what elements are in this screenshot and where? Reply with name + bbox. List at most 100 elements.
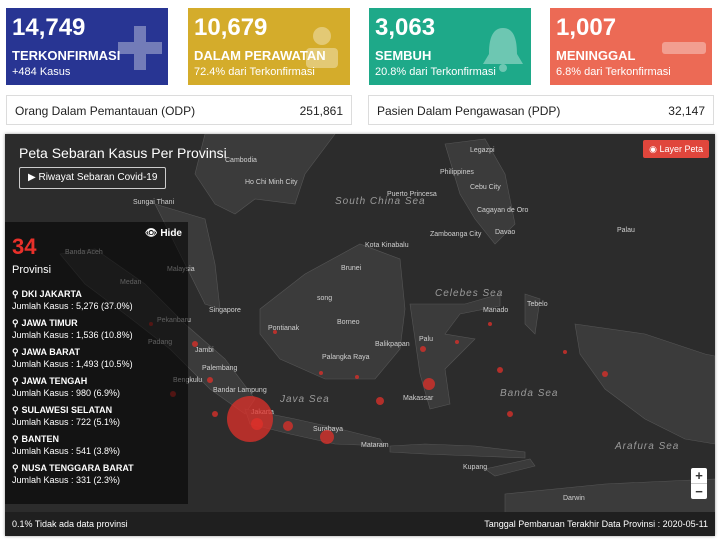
- pin-icon: ⚲: [12, 376, 19, 386]
- stat-card-number: 1,007: [556, 14, 617, 41]
- map-place-label: Ho Chi Minh City: [245, 179, 298, 186]
- province-name-text: JAWA TIMUR: [21, 318, 78, 328]
- eye-icon: 👁: [144, 228, 161, 239]
- pin-icon: ⚲: [12, 405, 19, 415]
- map-place-label: Cambodia: [225, 157, 257, 164]
- map-place-label: Mataram: [361, 442, 389, 449]
- zoom-control: + −: [691, 468, 707, 499]
- pdp-value: 32,147: [668, 104, 705, 118]
- stat-card: 3,063 SEMBUH 20.8% dari Terkonfirmasi: [369, 8, 531, 85]
- province-cases: Jumlah Kasus : 331 (2.3%): [12, 475, 121, 485]
- province-item[interactable]: ⚲ SULAWESI SELATAN Jumlah Kasus : 722 (5.…: [12, 404, 188, 428]
- case-marker[interactable]: [455, 340, 459, 344]
- province-cases: Jumlah Kasus : 980 (6.9%): [12, 388, 121, 398]
- case-marker[interactable]: [355, 375, 359, 379]
- pin-icon: ⚲: [12, 318, 19, 328]
- province-cases: Jumlah Kasus : 722 (5.1%): [12, 417, 121, 427]
- timor-land: [484, 458, 536, 477]
- hide-button[interactable]: 👁 Hide: [145, 228, 182, 239]
- map-title: Peta Sebaran Kasus Per Provinsi: [19, 145, 227, 161]
- province-item[interactable]: ⚲ JAWA BARAT Jumlah Kasus : 1,493 (10.5%): [12, 346, 188, 370]
- maluku-land: [524, 293, 541, 335]
- province-map[interactable]: Cambodia Ho Chi Minh City South China Sea P…: [5, 134, 715, 536]
- borneo-land: [259, 243, 406, 380]
- case-marker[interactable]: [488, 322, 492, 326]
- riwayat-button[interactable]: ▶ Riwayat Sebaran Covid-19: [19, 167, 167, 189]
- case-marker[interactable]: [376, 397, 384, 405]
- case-marker[interactable]: [320, 430, 334, 444]
- map-place-label: Palangka Raya: [322, 354, 370, 361]
- province-cases: Jumlah Kasus : 1,536 (10.8%): [12, 330, 133, 340]
- case-marker[interactable]: [420, 346, 426, 352]
- pin-icon: ⚲: [12, 434, 19, 444]
- case-marker[interactable]: [227, 396, 273, 442]
- map-place-label: Celebes Sea: [435, 288, 503, 299]
- map-place-label: Makassar: [403, 395, 434, 402]
- stat-card-label: DALAM PERAWATAN: [194, 48, 326, 63]
- province-item[interactable]: ⚲ NUSA TENGGARA BARAT Jumlah Kasus : 331 …: [12, 462, 188, 486]
- pdp-label: Pasien Dalam Pengawasan (PDP): [377, 104, 561, 118]
- stat-card: 14,749 TERKONFIRMASI +484 Kasus: [6, 8, 168, 85]
- province-name-text: BANTEN: [21, 434, 60, 444]
- map-place-label: Surabaya: [313, 426, 343, 433]
- map-place-label: Brunei: [341, 265, 362, 272]
- stat-card: 10,679 DALAM PERAWATAN 72.4% dari Terkonfi…: [188, 8, 350, 85]
- case-marker[interactable]: [207, 377, 213, 383]
- hospital-bed-icon: [306, 27, 338, 68]
- province-item[interactable]: ⚲ DKI JAKARTA Jumlah Kasus : 5,276 (37.0%…: [12, 288, 188, 312]
- no-data-note: 0.1% Tidak ada data provinsi: [12, 519, 128, 529]
- case-marker[interactable]: [423, 378, 435, 390]
- case-marker[interactable]: [563, 350, 567, 354]
- case-marker[interactable]: [192, 341, 198, 347]
- map-place-label: Cebu City: [470, 184, 501, 191]
- province-name: ⚲ DKI JAKARTA: [12, 288, 188, 300]
- zoom-out-button[interactable]: −: [691, 483, 707, 499]
- province-cases: Jumlah Kasus : 1,493 (10.5%): [12, 359, 133, 369]
- province-item[interactable]: ⚲ BANTEN Jumlah Kasus : 541 (3.8%): [12, 433, 188, 457]
- map-place-label: Borneo: [337, 319, 360, 326]
- province-name: ⚲ SULAWESI SELATAN: [12, 404, 188, 416]
- plus-icon: [118, 26, 162, 70]
- minus-icon: [662, 42, 706, 54]
- province-item[interactable]: ⚲ JAWA TIMUR Jumlah Kasus : 1,536 (10.8%): [12, 317, 188, 341]
- map-place-label: Puerto Princesa: [387, 191, 437, 198]
- odp-value: 251,861: [299, 104, 343, 118]
- case-marker[interactable]: [283, 421, 293, 431]
- map-place-label: Zamboanga City: [430, 231, 482, 238]
- map-place-label: Manado: [483, 307, 508, 314]
- province-name-text: JAWA TENGAH: [21, 376, 88, 386]
- map-place-label: Arafura Sea: [614, 441, 679, 452]
- province-count: 34: [12, 234, 37, 259]
- case-marker[interactable]: [507, 411, 513, 417]
- map-place-label: Palu: [419, 336, 433, 343]
- case-marker[interactable]: [251, 418, 263, 430]
- map-place-label: Jambi: [195, 347, 214, 354]
- case-marker[interactable]: [212, 411, 218, 417]
- hide-label: Hide: [160, 228, 182, 239]
- case-marker[interactable]: [497, 367, 503, 373]
- layer-map-button[interactable]: ◉ Layer Peta: [643, 140, 709, 158]
- province-name-text: NUSA TENGGARA BARAT: [21, 463, 134, 473]
- case-marker[interactable]: [273, 330, 277, 334]
- province-side-panel: 👁 Hide 34 Provinsi ⚲ DKI JAKARTA Jumlah K…: [5, 222, 188, 504]
- map-place-label: Palau: [617, 227, 635, 234]
- stat-card-sub: 6.8% dari Terkonfirmasi: [556, 66, 671, 78]
- map-place-label: Kupang: [463, 464, 487, 471]
- map-place-label: Java Sea: [279, 394, 330, 405]
- province-name: ⚲ JAWA BARAT: [12, 346, 188, 358]
- case-marker[interactable]: [319, 371, 323, 375]
- stat-card-number: 3,063: [375, 14, 436, 41]
- odp-stat: Orang Dalam Pemantauan (ODP) 251,861: [6, 95, 352, 125]
- map-place-label: Singapore: [209, 307, 241, 314]
- stat-card-sub: 72.4% dari Terkonfirmasi: [194, 66, 315, 78]
- province-item[interactable]: ⚲ JAWA TENGAH Jumlah Kasus : 980 (6.9%): [12, 375, 188, 399]
- map-place-label: Legazpi: [470, 147, 495, 154]
- stat-card-label: SEMBUH: [375, 48, 432, 63]
- layers-icon: ◉: [649, 144, 660, 154]
- case-marker[interactable]: [602, 371, 608, 377]
- nusa-tenggara-land: [389, 443, 526, 459]
- zoom-in-button[interactable]: +: [695, 468, 703, 483]
- stat-card-label: MENINGGAL: [556, 48, 636, 63]
- map-place-label: Palembang: [202, 365, 238, 372]
- odp-label: Orang Dalam Pemantauan (ODP): [15, 104, 196, 118]
